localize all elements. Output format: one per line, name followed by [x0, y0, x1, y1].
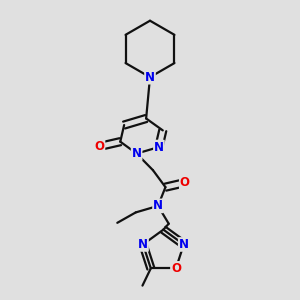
Text: N: N: [138, 238, 148, 251]
Text: N: N: [153, 200, 163, 212]
Text: N: N: [179, 238, 189, 251]
Text: N: N: [145, 71, 155, 84]
Text: O: O: [171, 262, 181, 275]
Text: O: O: [94, 140, 104, 153]
Text: N: N: [154, 140, 164, 154]
Text: N: N: [132, 147, 142, 160]
Text: O: O: [180, 176, 190, 189]
